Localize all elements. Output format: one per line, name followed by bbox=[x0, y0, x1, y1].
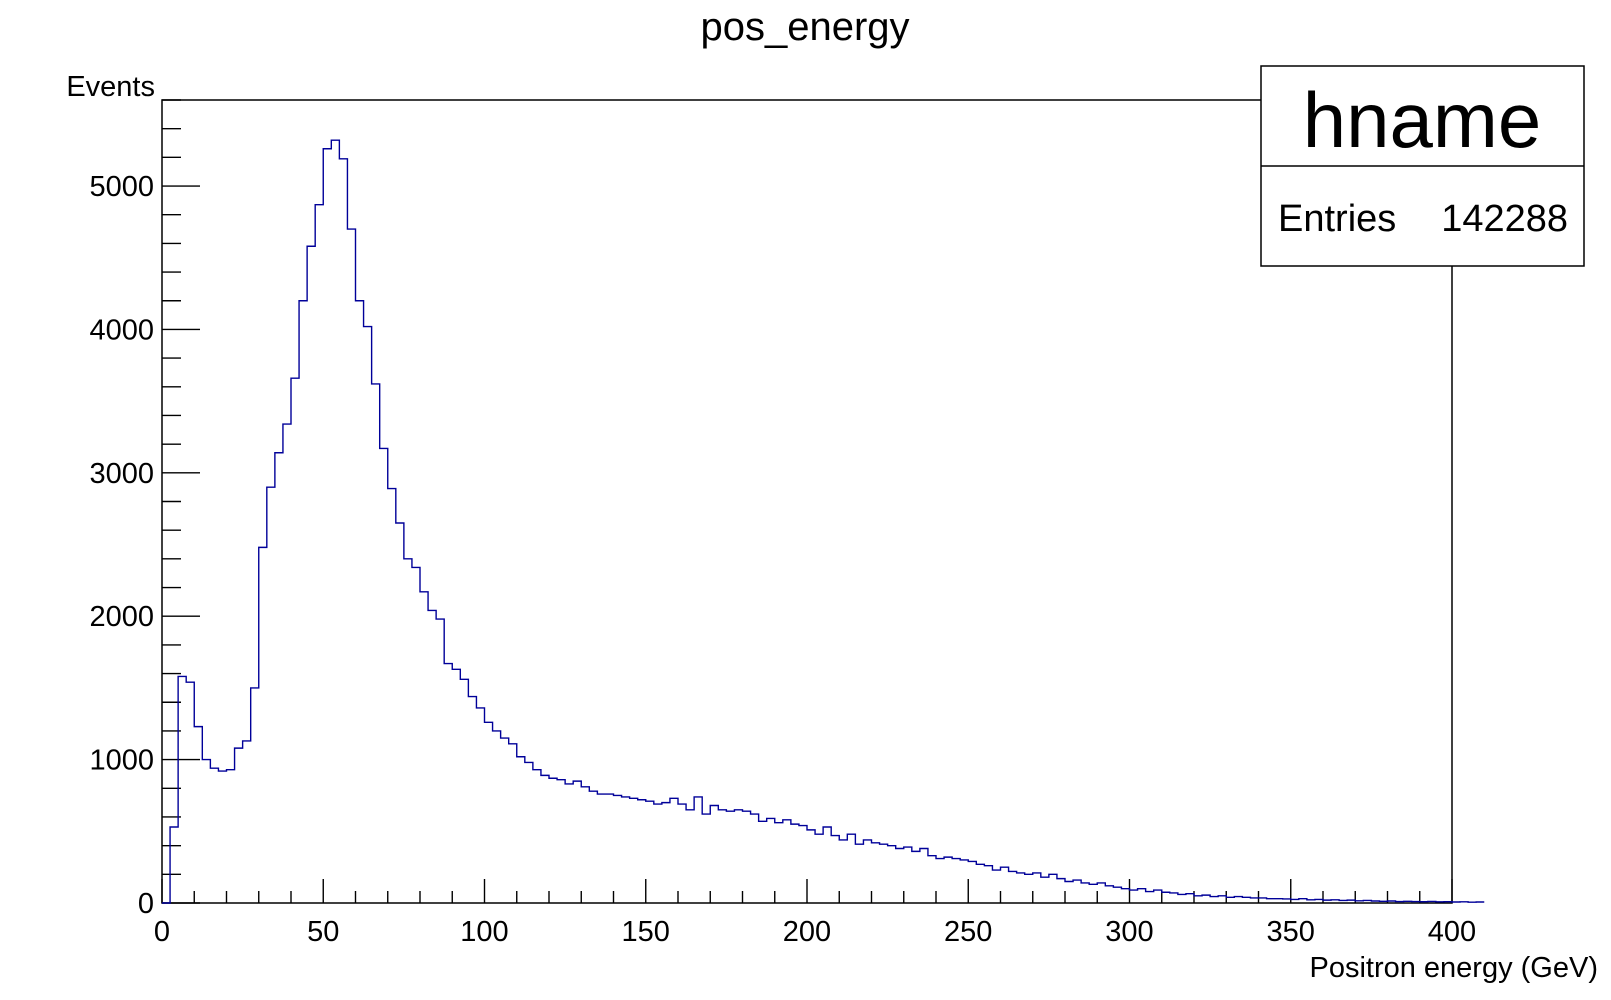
x-tick-label: 50 bbox=[307, 916, 339, 948]
y-tick-label: 1000 bbox=[89, 745, 154, 777]
y-tick-label: 3000 bbox=[89, 458, 154, 490]
plot-frame bbox=[161, 99, 1453, 904]
histogram-series-line bbox=[162, 139, 1485, 904]
y-tick-label: 0 bbox=[138, 888, 154, 920]
x-tick-label: 250 bbox=[944, 916, 992, 948]
x-tick-label: 350 bbox=[1267, 916, 1315, 948]
x-tick-label: 400 bbox=[1428, 916, 1476, 948]
stats-entries-label: Entries bbox=[1278, 198, 1396, 240]
y-tick-label: 4000 bbox=[89, 314, 154, 346]
x-tick-label: 0 bbox=[154, 916, 170, 948]
x-tick-label: 200 bbox=[783, 916, 831, 948]
y-tick-label: 2000 bbox=[89, 601, 154, 633]
x-tick-label: 300 bbox=[1105, 916, 1153, 948]
chart-title: pos_energy bbox=[700, 5, 909, 49]
x-axis-ticks: 0 50 100 150 200 250 300 350 400 bbox=[154, 879, 1476, 948]
y-axis-label: Events bbox=[66, 71, 155, 103]
x-tick-label: 100 bbox=[460, 916, 508, 948]
x-tick-label: 150 bbox=[622, 916, 670, 948]
stats-box: hname Entries 142288 bbox=[1260, 65, 1585, 267]
y-tick-label: 5000 bbox=[89, 171, 154, 203]
x-axis-label: Positron energy (GeV) bbox=[1309, 952, 1598, 984]
stats-entries-value: 142288 bbox=[1441, 198, 1568, 240]
y-axis-ticks: 0 1000 2000 3000 4000 5000 bbox=[89, 99, 200, 920]
stats-histogram-name: hname bbox=[1303, 76, 1542, 164]
